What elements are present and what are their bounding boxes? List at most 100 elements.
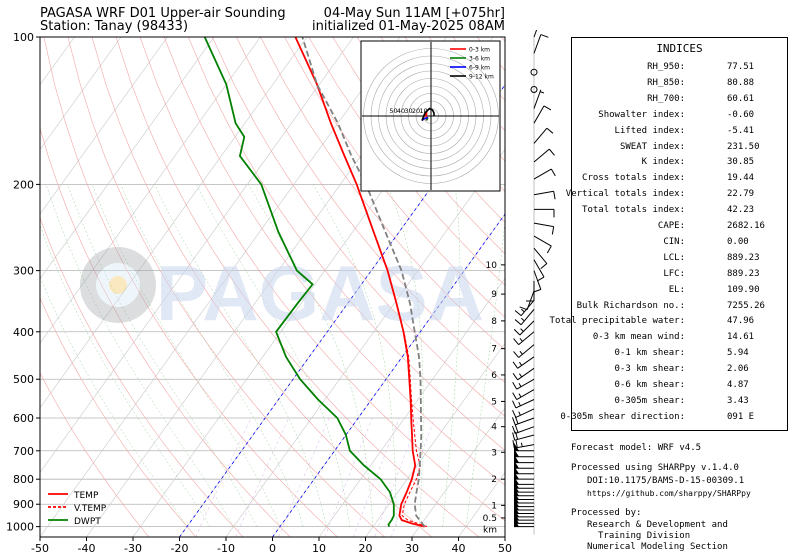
index-row: Vertical totals index: 22.79: [566, 189, 789, 201]
wind-barb: [534, 208, 555, 218]
isotherm-line: [40, 37, 308, 409]
legend-label: TEMP: [73, 491, 99, 501]
isotherm-line: [365, 342, 505, 537]
index-row: RH_850: 80.88: [572, 78, 789, 90]
barb-staff: [516, 378, 535, 390]
barb-staff: [533, 259, 545, 278]
index-row: CIN: 0.00: [572, 237, 789, 249]
barb-half: [519, 338, 523, 342]
hodograph-range-label: 20: [412, 107, 420, 115]
x-tick-label: 20: [359, 542, 373, 555]
wind-barb: [533, 235, 552, 254]
wind-barb: [533, 259, 545, 282]
indices-header: INDICES: [656, 42, 703, 55]
hodograph-rings: 50 40 30 20 10: [362, 42, 499, 190]
wind-barb: [513, 344, 535, 358]
hodograph-segment: [421, 107, 435, 121]
index-row: LCL: 889.23: [572, 253, 789, 265]
barb-full: [512, 425, 516, 434]
barb-full: [515, 439, 518, 448]
index-label: Total totals index:: [582, 205, 685, 216]
index-value: 77.51: [727, 62, 755, 72]
barb-full: [519, 306, 528, 311]
wind-barb: [514, 442, 534, 452]
index-value: 4.87: [727, 380, 749, 390]
x-tick-label: -40: [78, 542, 96, 555]
wind-barb: [512, 424, 535, 434]
hodograph-legend-label: 9-12 km: [469, 74, 494, 81]
hodograph-range-label: 10: [419, 107, 427, 115]
hodograph-range-label: 50: [389, 107, 397, 115]
mixing-ratio-line: [278, 417, 330, 537]
y-tick-label: 900: [13, 498, 34, 511]
barb-full: [536, 276, 545, 282]
barb-half: [518, 383, 522, 387]
index-label: K index:: [641, 157, 685, 168]
wind-barb: [512, 367, 535, 381]
index-row: Lifted index: -5.41: [572, 126, 789, 138]
dry-adiabat-line: [236, 37, 505, 384]
barb-full: [514, 416, 519, 424]
hodograph-legend-label: 6-9 km: [469, 65, 490, 72]
barb-full: [543, 105, 552, 111]
watermark-logo: [80, 247, 156, 323]
moist-adiabat-line: [386, 184, 424, 527]
barb-staff: [517, 356, 535, 369]
x-tick-label: -50: [31, 542, 49, 555]
barb-full: [512, 432, 516, 441]
dry-adiabat-line: [332, 37, 505, 255]
chart-title: PAGASA WRF D01 Upper-air Sounding: [40, 6, 286, 21]
index-value: 5.94: [727, 348, 749, 359]
index-row: Showalter index: -0.60: [572, 110, 789, 122]
dry-adiabat-line: [139, 37, 505, 522]
index-label: EL:: [668, 284, 685, 295]
index-row: 0-6 km shear: 4.87: [572, 380, 789, 392]
barb-full: [540, 263, 548, 270]
barb-staff: [519, 320, 535, 336]
barb-staff: [533, 235, 552, 247]
index-row: SWEAT index: 231.50: [572, 142, 789, 154]
barb-staff: [517, 367, 535, 381]
legend-label: V.TEMP: [74, 504, 107, 514]
wind-barb: [512, 389, 535, 401]
wind-barb: [533, 30, 538, 38]
moist-adiabat-line: [40, 224, 211, 527]
barb-staff: [533, 105, 545, 124]
dry-adiabat-line: [67, 37, 385, 537]
index-row: Total precipitable water: 47.96: [550, 316, 789, 328]
init-time: initialized 01-May-2025 08AM: [311, 19, 505, 34]
wind-barb: [512, 356, 535, 369]
processed-by: Processed by:: [571, 508, 642, 518]
index-row: 0-1 km shear: 5.94: [572, 348, 789, 360]
index-value: 0.00: [727, 236, 749, 247]
moist-adiabat-line: [40, 275, 188, 527]
km-label: 6: [491, 371, 497, 381]
barb-flag: [514, 515, 519, 524]
index-value: 889.23: [727, 252, 760, 263]
index-label: Showalter index:: [598, 109, 685, 120]
x-tick-label: 30: [405, 542, 419, 555]
moist-adiabat-line: [45, 184, 234, 527]
processed-using: Processed using SHARPpy v.1.4.0: [571, 463, 739, 473]
y-tick-label: 1000: [6, 521, 34, 534]
dry-adiabat-line: [40, 127, 291, 537]
index-label: LFC:: [663, 268, 685, 279]
index-row: CAPE: 2682.16: [572, 221, 789, 233]
wind-barb: [530, 85, 538, 93]
dry-adiabat-line: [212, 37, 505, 417]
barb-staff: [518, 331, 535, 346]
barb-staff: [526, 290, 535, 310]
x-tick-label: 40: [452, 542, 466, 555]
y-tick-label: 100: [13, 31, 34, 44]
skewt-chart: PAGASA -50 -40 -30 -20 -10 0 10 20 30 40 501002003…: [6, 31, 512, 555]
index-label: 0-1 km shear:: [614, 348, 685, 359]
wind-barb: [533, 222, 555, 235]
index-label: Cross totals index:: [582, 173, 685, 184]
org-line-3: Numerical Modeling Section: [587, 542, 728, 552]
barb-full: [513, 338, 520, 345]
barb-half: [520, 442, 523, 447]
station-label: Station: Tanay (98433): [40, 19, 189, 34]
x-tick-label: -30: [124, 542, 142, 555]
barb-staff: [533, 247, 548, 264]
index-value: 7255.26: [727, 300, 765, 311]
